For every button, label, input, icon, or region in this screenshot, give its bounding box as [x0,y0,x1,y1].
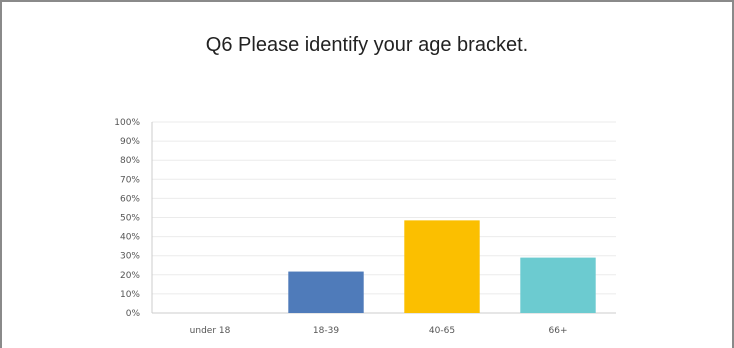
x-tick-label: under 18 [190,326,231,336]
bar-18-39 [288,271,364,313]
gridlines [152,121,616,295]
y-tick-label: 10% [120,290,140,300]
bar-40-65 [404,220,480,313]
x-tick-labels: under 18 18-39 40-65 66+ [190,326,568,336]
x-tick-label: 40-65 [429,326,455,336]
x-tick-label: 18-39 [313,326,339,336]
x-tick-label: 66+ [549,326,568,336]
y-tick-label: 60% [120,194,140,204]
y-tick-label: 20% [120,271,140,281]
bar-66plus [520,257,596,313]
y-tick-labels: 0% 10% 20% 30% 40% 50% 60% 70% 80% 90% 100% [114,118,140,319]
y-tick-label: 80% [120,156,140,166]
y-tick-label: 100% [114,118,140,128]
y-tick-label: 0% [126,309,141,319]
y-tick-label: 70% [120,175,140,185]
bars [288,220,596,313]
y-tick-label: 40% [120,233,140,243]
y-tick-label: 90% [120,137,140,147]
y-tick-label: 30% [120,252,140,262]
y-tick-label: 50% [120,214,140,224]
chart-title: Q6 Please identify your age bracket. [205,34,529,56]
